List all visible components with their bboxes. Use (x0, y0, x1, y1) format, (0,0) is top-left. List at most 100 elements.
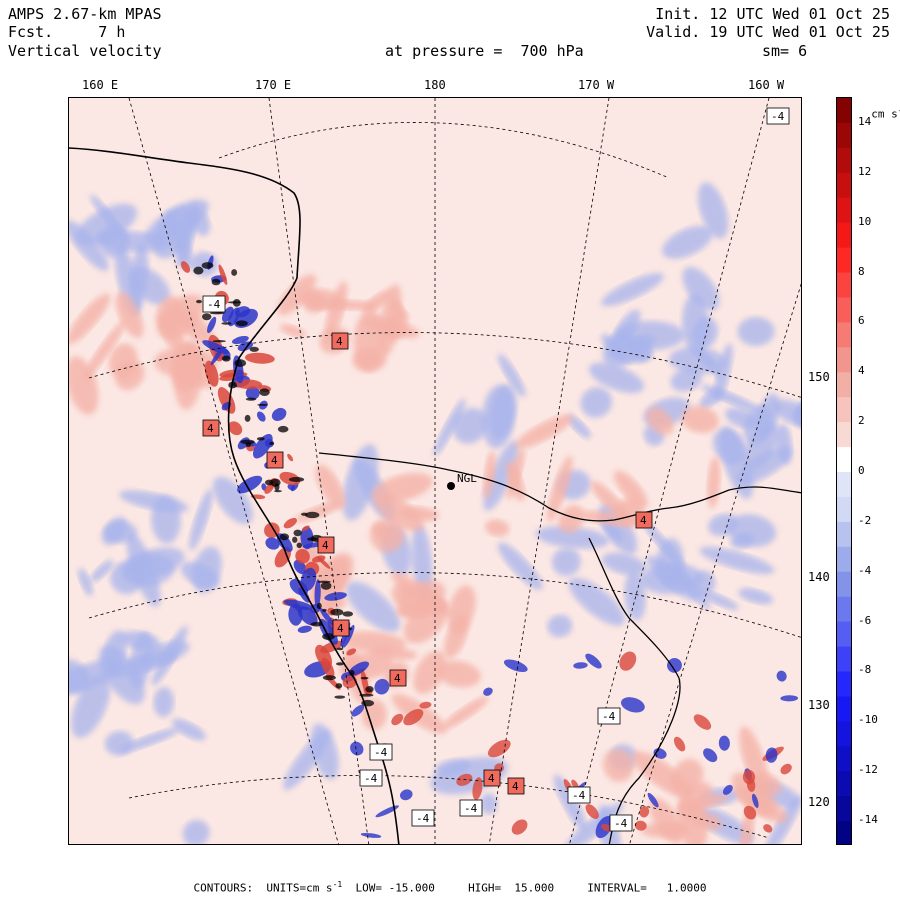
field-cell (756, 393, 780, 438)
field-cell (601, 273, 664, 307)
colorbar-swatch (837, 521, 851, 548)
colorbar-swatch (837, 621, 851, 648)
field-cell (298, 587, 310, 603)
contour-cluster (293, 529, 302, 537)
field-cell (310, 723, 339, 780)
field-cell (315, 464, 346, 509)
field-cell (601, 552, 647, 576)
contour-cluster (322, 608, 327, 612)
vertical-velocity-map[interactable]: NGL 4 4 4 4 4 4 4 4 4 -4 -4 -4 -4 -4 -4 -4 -4 -4 (68, 97, 802, 845)
field-cell (235, 306, 251, 318)
field-cell (600, 823, 612, 832)
field-cell (153, 686, 174, 718)
field-cell (300, 567, 317, 592)
contour-cluster (336, 647, 344, 651)
field-cell (670, 368, 703, 392)
field-cell (780, 763, 792, 775)
field-cell (374, 678, 390, 695)
colorbar-swatch (837, 197, 851, 224)
map-svg: NGL 4 4 4 4 4 4 4 4 4 -4 -4 -4 -4 -4 -4 -4 -4 -4 (69, 98, 801, 844)
contour-label: 4 (394, 672, 401, 685)
colorbar-tick-label: 14 (858, 114, 872, 128)
field-cell (568, 577, 625, 626)
field-cell (115, 292, 144, 339)
colorbar-tick-label: 4 (858, 364, 865, 378)
contour-cluster (316, 602, 322, 610)
meridian-line (488, 98, 610, 844)
field-cell (265, 537, 280, 550)
field-cell (324, 281, 348, 342)
field-cell (776, 423, 793, 465)
contour-cluster (330, 608, 344, 616)
field-cell (697, 182, 729, 239)
coastline-marie-byrd-land (588, 537, 681, 844)
field-cell (202, 340, 229, 355)
contour-label-box (369, 743, 393, 761)
field-cell (763, 824, 773, 833)
contour-cluster (249, 346, 259, 352)
contour-cluster (231, 269, 238, 276)
field-cell (360, 832, 382, 838)
colorbar-tick-label: 12 (858, 164, 872, 178)
field-cell (588, 362, 644, 394)
init-time: Init. 12 UTC Wed 01 Oct 25 (655, 5, 890, 23)
field-cell (413, 650, 447, 694)
contour-footer: CONTOURS: UNITS=cm s-1 LOW= -15.000 HIGH… (193, 880, 707, 895)
field-cell (743, 805, 757, 820)
field-cell (69, 293, 111, 345)
field-cell (192, 546, 222, 593)
colorbar-swatch (837, 272, 851, 298)
field-cell (361, 699, 387, 731)
field-cell (189, 489, 213, 551)
field-cell (108, 651, 177, 678)
field-cell (190, 207, 211, 236)
field-cell (580, 387, 613, 418)
field-cell (69, 356, 99, 415)
field-name: Vertical velocity (8, 42, 162, 60)
field-cell (311, 555, 326, 563)
field-cell (397, 580, 446, 618)
contour-label: -4 (364, 772, 378, 785)
colorbar-tick-label: -10 (858, 713, 878, 727)
contour-label: 4 (336, 335, 343, 348)
field-cell (624, 571, 646, 621)
colorbar-svg (837, 98, 851, 844)
colorbar-swatch (837, 347, 851, 373)
contour-cluster (365, 686, 374, 693)
field-cell (511, 819, 528, 835)
field-cell (403, 708, 424, 726)
field-cell (71, 674, 111, 738)
field-cell (567, 414, 591, 439)
field-cell (391, 713, 404, 726)
field-cell (483, 451, 496, 499)
contour-cluster (245, 442, 252, 448)
field-cell (601, 334, 624, 357)
field-cell (340, 631, 407, 654)
lat-lon-grid (88, 98, 801, 844)
colorbar-swatch (837, 122, 851, 149)
colorbar-swatch (837, 746, 851, 772)
field-cell (217, 387, 236, 414)
field-cell (480, 793, 498, 815)
contour-label: -4 (374, 746, 388, 759)
field-cell (271, 407, 287, 422)
field-cell (280, 324, 306, 338)
colorbar-swatch (837, 422, 851, 448)
field-cell (740, 809, 755, 844)
field-cell (315, 644, 333, 668)
colorbar-swatch (837, 222, 851, 249)
contour-label: 4 (207, 422, 214, 435)
colorbar-tick-label: -2 (858, 513, 872, 527)
field-cell (634, 820, 647, 831)
contour-label-box (635, 511, 653, 529)
contour-label-box (411, 809, 435, 827)
field-cell (228, 421, 243, 436)
field-cell (231, 335, 249, 345)
contour-cluster (317, 580, 331, 583)
contour-cluster (288, 477, 305, 483)
contour-cluster (322, 675, 336, 681)
contour-label: -4 (464, 802, 478, 815)
colorbar-swatch (837, 671, 851, 697)
field-cell (108, 343, 138, 379)
contour-cluster (270, 478, 281, 487)
